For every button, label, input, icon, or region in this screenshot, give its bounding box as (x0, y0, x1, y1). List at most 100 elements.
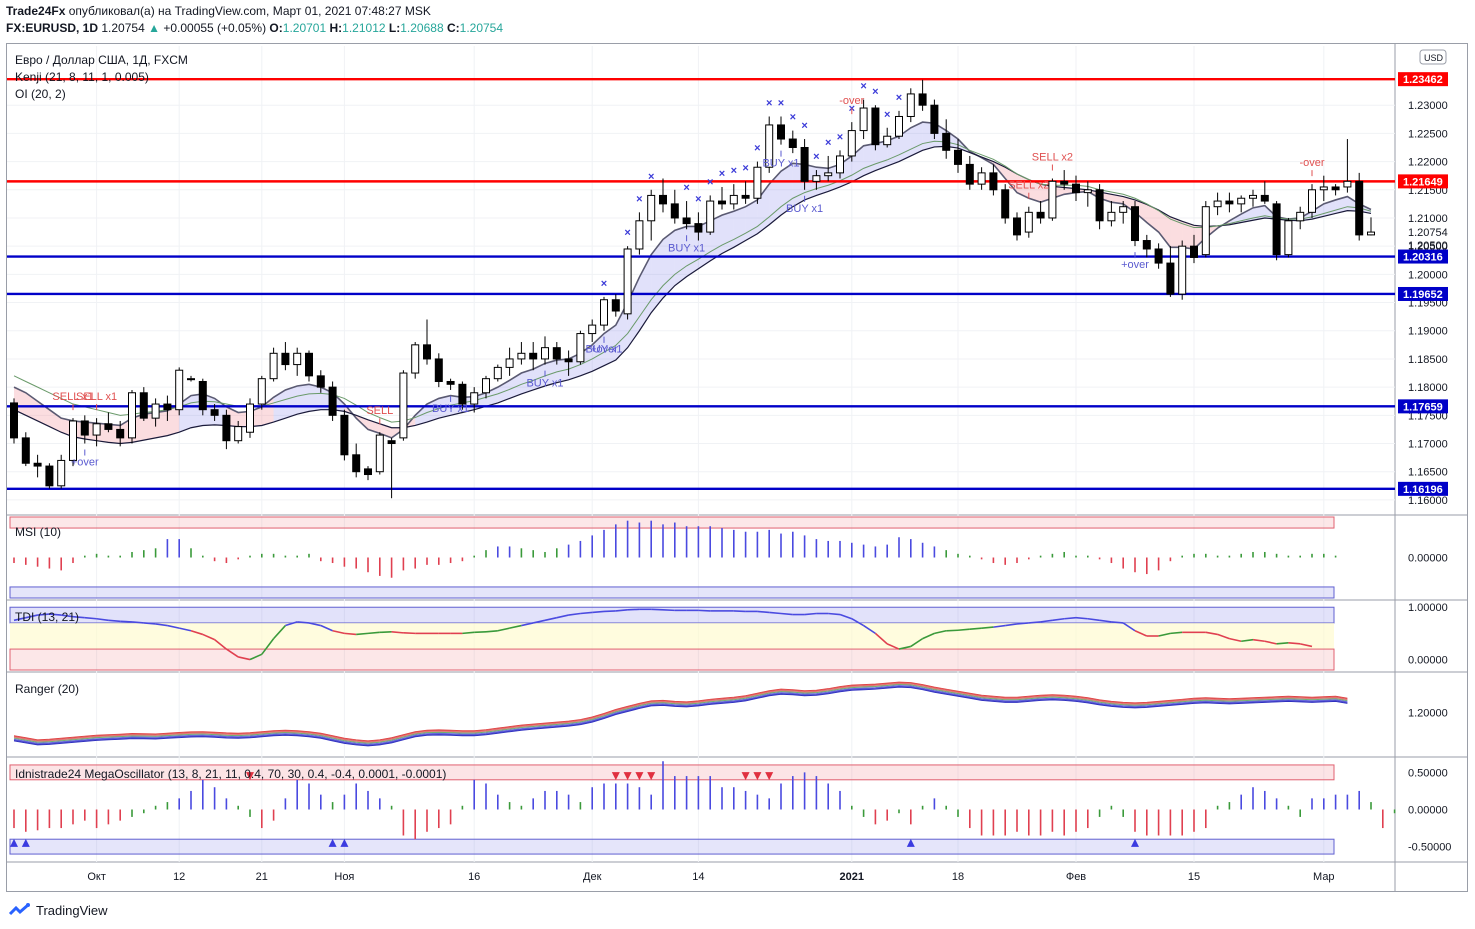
candle-body (21, 437, 30, 464)
symbol-label: FX:EURUSD, 1D (6, 21, 99, 35)
mega-up-marker-icon (10, 838, 18, 847)
candle-body (564, 358, 573, 363)
tdi-line-segment (1099, 619, 1112, 623)
level-price-label: 1.23462 (1403, 74, 1443, 86)
kenji-cloud (533, 363, 545, 390)
publisher-name[interactable]: Trade24Fx (6, 4, 66, 18)
tdi-line-segment (592, 610, 605, 614)
msi-legend[interactable]: MSI (10) (15, 525, 62, 539)
sell-signal-label: -over (1299, 157, 1324, 169)
kenji-legend[interactable]: Kenji (21, 8, 11, 1, 0.005) (15, 70, 149, 84)
candle-body (423, 344, 431, 360)
tdi-line-segment (462, 631, 475, 635)
tdi-line-segment (533, 619, 546, 624)
tdi-line-segment (356, 632, 369, 636)
tdi-line-segment (662, 609, 675, 612)
tdi-line-segment (521, 622, 534, 627)
sell-signal-label: -over (839, 95, 864, 107)
kenji-cloud (1182, 221, 1194, 249)
candle-body (33, 462, 42, 467)
candle-body (729, 194, 738, 205)
high-value: 1.21012 (342, 21, 386, 35)
kenji-cloud (1028, 179, 1041, 203)
tdi-line-segment (344, 632, 357, 636)
ranger-line (13, 685, 1348, 745)
candle-body (1272, 203, 1281, 256)
ranger-line (13, 686, 1348, 747)
signal-cross-icon: × (801, 120, 807, 132)
tdi-line-segment (757, 610, 770, 614)
candle-body (293, 352, 302, 366)
mega-down-marker-icon (611, 772, 620, 781)
tdi-line-segment (49, 613, 62, 616)
candle-body (1178, 245, 1187, 295)
candle-body (1072, 183, 1080, 194)
candle-body (918, 93, 927, 106)
tdi-line-segment (225, 648, 239, 658)
oi-legend[interactable]: OI (20, 2) (15, 87, 66, 101)
kenji-cloud (49, 409, 62, 433)
tdi-line-segment (238, 656, 251, 661)
tdi-line-segment (403, 632, 416, 635)
tdi-line-segment (863, 624, 876, 635)
tdi-line-segment (1005, 623, 1018, 627)
candle-body (989, 172, 998, 191)
candle-body (316, 375, 325, 388)
buy-signal-label: +over (590, 344, 618, 356)
tradingview-logo[interactable]: TradingView (8, 902, 108, 918)
tdi-line-segment (13, 616, 26, 622)
candle-body (281, 352, 290, 366)
candle-body (1119, 206, 1128, 213)
buy-signal-label: BUY x1 (526, 378, 563, 390)
candle-body (139, 392, 148, 419)
tdi-line-segment (25, 614, 38, 619)
candle-body (611, 299, 620, 312)
kenji-cloud (745, 199, 758, 241)
x-tick-label: 12 (173, 871, 185, 883)
tdi-line-segment (202, 633, 215, 641)
candle-body (824, 172, 833, 177)
last-price: 1.20754 (101, 21, 145, 35)
signal-cross-icon: × (624, 227, 630, 239)
tdi-line-segment (851, 618, 864, 627)
kenji-cloud (615, 302, 628, 361)
tdi-tick-label: 1.00000 (1408, 602, 1448, 614)
x-tick-label: Ноя (334, 871, 354, 883)
kenji-cloud (309, 384, 321, 412)
candle-body (482, 378, 490, 394)
tdi-line-segment (1087, 617, 1100, 622)
candle-body (116, 428, 125, 439)
mega-legend[interactable]: Idnistrade24 MegaOscillator (13, 8, 21, … (15, 767, 447, 781)
main-legend[interactable]: Евро / Доллар США, 1Д, FXCM (15, 53, 188, 67)
tdi-line-segment (981, 626, 994, 629)
signal-cross-icon: × (719, 168, 725, 180)
tdi-line-segment (603, 610, 616, 613)
candle-body (175, 369, 184, 411)
candle-body (954, 149, 962, 165)
sell-signal-label: SELL x1 (52, 391, 93, 403)
candle-body (1237, 197, 1246, 205)
ranger-line (13, 685, 1348, 746)
tdi-line-segment (474, 631, 487, 634)
candle-body (45, 465, 54, 487)
candle-body (1095, 189, 1104, 222)
buy-signal-label: +over (71, 457, 99, 469)
buy-signal-label: BUY x1 (762, 158, 799, 170)
ranger-legend[interactable]: Ranger (20) (15, 682, 80, 696)
tdi-band (9, 648, 1335, 671)
kenji-cloud (1111, 194, 1124, 204)
kenji-cloud (875, 140, 888, 171)
price-tick-label: 1.16000 (1408, 495, 1448, 507)
candle-body (930, 104, 939, 134)
tdi-line-segment (733, 610, 746, 613)
candle-body (906, 93, 915, 117)
price-tick-label: 1.20000 (1408, 269, 1448, 281)
candle-body (588, 324, 597, 335)
candle-body (246, 403, 254, 433)
kenji-cloud (1170, 216, 1183, 248)
mega-tick-label: 0.50000 (1408, 767, 1448, 779)
tdi-legend[interactable]: TDI (13, 21) (15, 610, 80, 624)
candle-body (1001, 189, 1010, 219)
level-price-tag (1398, 249, 1448, 264)
